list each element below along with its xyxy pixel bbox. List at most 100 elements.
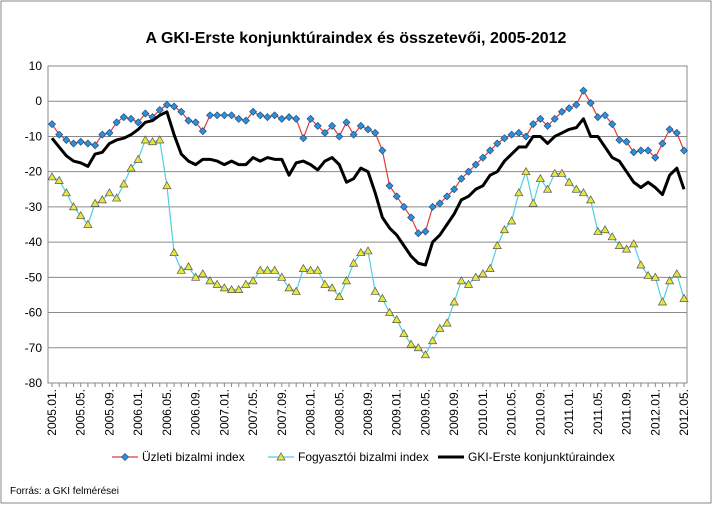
marker — [162, 100, 171, 109]
marker — [550, 168, 560, 177]
marker — [679, 293, 689, 302]
legend-label: Fogyasztói bizalmi index — [298, 450, 429, 464]
marker — [507, 216, 517, 225]
y-tick-label: -30 — [25, 200, 43, 214]
marker — [76, 137, 85, 146]
marker — [219, 283, 229, 292]
marker — [680, 146, 688, 155]
marker — [486, 146, 495, 155]
marker — [464, 167, 473, 176]
marker — [392, 314, 402, 323]
marker — [449, 297, 459, 306]
marker — [621, 244, 632, 253]
marker — [565, 104, 574, 113]
marker — [220, 111, 229, 120]
marker — [112, 193, 122, 202]
marker — [183, 262, 194, 271]
marker — [564, 177, 574, 186]
marker — [500, 134, 509, 143]
marker — [277, 272, 287, 281]
marker — [636, 260, 646, 269]
marker — [177, 107, 186, 116]
y-tick-label: 10 — [29, 59, 43, 73]
marker — [234, 114, 243, 123]
marker — [536, 114, 545, 123]
marker — [121, 453, 129, 461]
marker — [141, 109, 150, 118]
marker — [414, 229, 423, 238]
marker — [399, 328, 409, 338]
marker — [342, 118, 351, 127]
marker — [356, 247, 366, 257]
marker — [421, 227, 430, 236]
marker — [262, 265, 273, 274]
marker — [665, 276, 675, 285]
marker — [572, 100, 581, 109]
marker — [522, 132, 530, 141]
marker — [492, 240, 502, 249]
marker — [241, 116, 250, 125]
marker — [651, 153, 660, 162]
marker — [600, 225, 610, 234]
x-tick-label: 2009.01. — [390, 389, 404, 436]
marker — [69, 139, 78, 148]
marker — [191, 272, 201, 281]
marker — [126, 163, 136, 172]
marker — [528, 198, 538, 207]
marker — [162, 181, 172, 190]
marker — [413, 343, 423, 352]
marker — [234, 284, 244, 294]
x-tick-label: 2006.01. — [131, 389, 145, 436]
x-tick-label: 2010.01. — [476, 389, 490, 436]
x-tick-label: 2008.09. — [361, 389, 375, 436]
marker — [328, 121, 337, 130]
marker — [485, 263, 495, 272]
marker — [212, 279, 222, 288]
marker — [255, 265, 265, 274]
chart-title: A GKI-Erste konjunktúraindex és összetev… — [146, 30, 567, 47]
marker — [104, 188, 115, 197]
marker — [213, 111, 222, 120]
marker — [557, 168, 567, 177]
marker — [586, 195, 596, 204]
marker — [140, 135, 150, 144]
marker — [672, 269, 682, 278]
marker — [105, 128, 114, 137]
marker — [463, 279, 474, 288]
marker — [356, 121, 365, 130]
marker — [443, 192, 451, 201]
x-tick-label: 2008.05. — [332, 389, 346, 436]
marker — [76, 210, 86, 220]
marker — [535, 174, 545, 183]
marker — [672, 128, 681, 137]
marker — [542, 184, 553, 193]
marker — [543, 121, 552, 130]
marker — [291, 286, 301, 295]
y-tick-label: -20 — [25, 165, 43, 179]
marker — [170, 102, 179, 111]
x-tick-label: 2011.05. — [591, 389, 605, 435]
marker — [83, 219, 93, 228]
marker — [493, 139, 502, 148]
marker — [62, 135, 71, 144]
marker — [608, 120, 617, 129]
marker — [112, 118, 121, 127]
marker — [370, 286, 380, 295]
marker — [457, 174, 466, 183]
marker — [629, 239, 639, 248]
marker — [276, 452, 286, 461]
legend-label: Üzleti bizalmi index — [142, 450, 245, 464]
marker — [133, 154, 143, 163]
marker — [284, 283, 294, 292]
marker — [147, 137, 158, 146]
marker — [299, 134, 308, 143]
marker — [305, 265, 316, 274]
marker — [658, 139, 667, 148]
x-tick-label: 2005.09. — [102, 389, 116, 436]
y-tick-label: -80 — [25, 376, 43, 390]
marker — [593, 226, 603, 235]
marker — [363, 246, 373, 255]
marker — [285, 113, 293, 122]
x-tick-label: 2005.01. — [45, 389, 59, 436]
